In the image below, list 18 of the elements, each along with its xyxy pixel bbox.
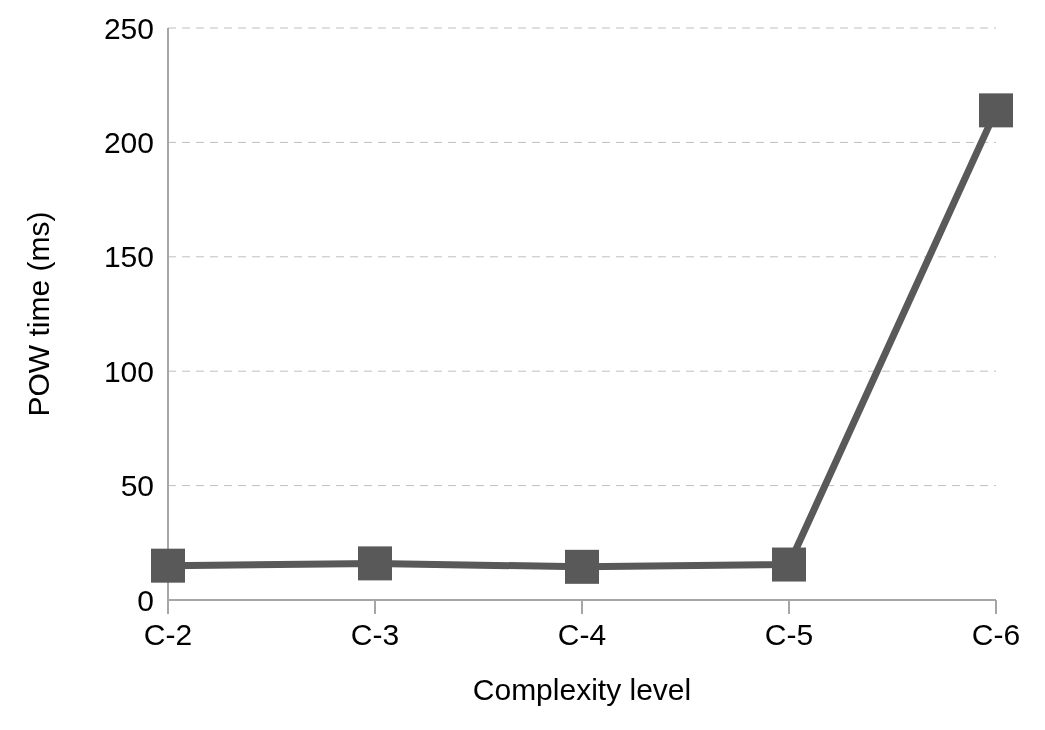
x-tick-label: C-3 xyxy=(350,618,400,652)
x-tick-label: C-5 xyxy=(764,618,814,652)
x-axis-title: Complexity level xyxy=(472,673,692,706)
y-tick-label: 200 xyxy=(103,126,154,160)
y-tick-label: 50 xyxy=(120,469,154,503)
y-axis-title: POW time (ms) xyxy=(21,211,55,417)
point xyxy=(358,546,392,581)
y-tick-label: 250 xyxy=(103,11,154,45)
y-tick-label: 150 xyxy=(103,240,154,274)
point xyxy=(565,549,599,584)
y-tick-label: 100 xyxy=(103,354,154,388)
x-tick-label: C-4 xyxy=(557,618,607,652)
y-tick-label: 0 xyxy=(137,583,154,617)
x-tick-label: C-6 xyxy=(971,618,1021,652)
point xyxy=(772,547,806,582)
point xyxy=(979,93,1013,128)
x-tick-label: C-2 xyxy=(143,618,193,652)
point xyxy=(151,548,185,583)
